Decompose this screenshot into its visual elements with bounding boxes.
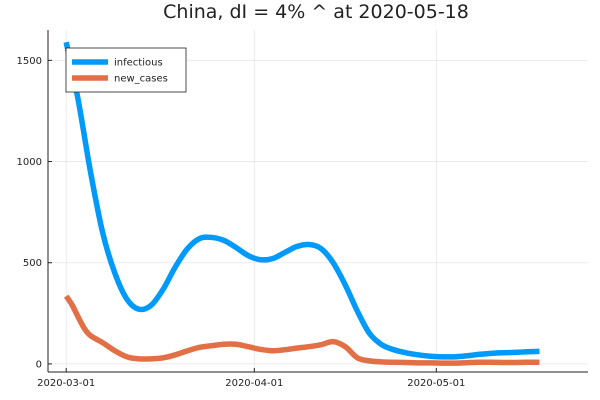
x-tick-label-1: 2020-04-01 (225, 378, 283, 389)
y-tick-label-0: 0 (36, 359, 42, 370)
axes: 0 500 1000 1500 2020-03-01 2020-04-01 2020-05-… (17, 30, 588, 389)
legend: infectious new_cases (65, 47, 187, 93)
x-tick-label-2: 2020-05-01 (407, 378, 465, 389)
series-line-infectious (63, 41, 540, 360)
series-line-new-cases (63, 294, 540, 366)
y-tick-label-500: 500 (23, 258, 42, 269)
legend-label-new-cases: new_cases (114, 74, 168, 85)
legend-label-infectious: infectious (114, 58, 163, 69)
y-tick-label-1000: 1000 (17, 157, 42, 168)
x-tick-label-0: 2020-03-01 (37, 378, 95, 389)
series (63, 41, 540, 366)
legend-box (65, 47, 187, 93)
chart-title: China, dI = 4% ^ at 2020-05-18 (163, 1, 469, 23)
y-tick-label-1500: 1500 (17, 56, 42, 67)
